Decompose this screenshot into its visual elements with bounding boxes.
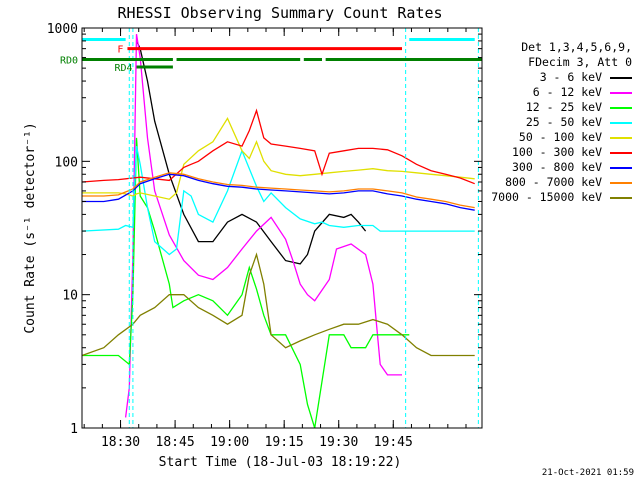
plot-area: F RD0 RD4 (60, 28, 482, 429)
legend-label: 50 - 100 keV (518, 130, 602, 144)
series-line-7 (82, 172, 475, 209)
y-axis-label: Count Rate (s⁻¹ detector⁻¹) (23, 122, 38, 333)
legend-rows: 3 - 6 keV 6 - 12 keV 12 - 25 keV 25 - 50 ke… (491, 70, 632, 205)
y-tick-label: 100 (55, 155, 78, 170)
x-tick-label: 18:30 (101, 435, 140, 450)
legend-entry: 50 - 100 keV (491, 130, 632, 145)
legend-header-1: Det 1,3,4,5,6,9, (521, 40, 632, 54)
legend-entry: 6 - 12 keV (491, 85, 632, 100)
legend-swatch (610, 106, 632, 109)
legend-label: 3 - 6 keV (539, 70, 602, 84)
chart-title: RHESSI Observing Summary Count Rates (117, 4, 442, 22)
legend-label: 6 - 12 keV (532, 85, 602, 99)
legend-swatch (610, 136, 632, 139)
legend-swatch (610, 91, 632, 94)
legend-entry: 300 - 800 keV (491, 160, 632, 175)
timestamp: 21-Oct-2021 01:59 (541, 468, 634, 478)
legend-entry: 800 - 7000 keV (491, 175, 632, 190)
x-tick-label: 19:00 (210, 435, 249, 450)
flag-label-7: RD4 (114, 63, 132, 74)
legend-swatch (610, 196, 632, 199)
x-tick-label: 19:45 (374, 435, 413, 450)
y-tick-label: 1 (70, 422, 78, 437)
series-line-2 (82, 137, 410, 429)
legend-entry: 3 - 6 keV (491, 70, 632, 85)
series-line-5 (81, 108, 475, 185)
legend-swatch (610, 181, 632, 184)
legend-entry: 100 - 300 keV (491, 145, 632, 160)
legend-label: 7000 - 15000 keV (491, 190, 602, 204)
legend-swatch (610, 166, 632, 169)
legend-label: 300 - 800 keV (511, 160, 602, 174)
x-tick-label: 19:30 (319, 435, 358, 450)
legend-label: 25 - 50 keV (525, 115, 602, 129)
flag-label-3: RD0 (60, 56, 78, 67)
plot-frame (81, 27, 483, 429)
legend-entry: 12 - 25 keV (491, 100, 632, 115)
series-line-3 (81, 145, 475, 256)
legend-swatch (610, 76, 632, 79)
legend-entry: 25 - 50 keV (491, 115, 632, 130)
series-line-6 (82, 173, 475, 211)
legend-entry: 7000 - 15000 keV (491, 190, 632, 205)
series-line-0 (135, 40, 367, 265)
y-tick-label: 10 (62, 289, 78, 304)
series-line-8 (81, 252, 475, 357)
legend-swatch (610, 151, 632, 154)
series-line-4 (82, 117, 475, 200)
legend-label: 12 - 25 keV (525, 100, 602, 114)
series-line-1 (124, 33, 402, 418)
legend-swatch (610, 121, 632, 124)
x-axis-label: Start Time (18-Jul-03 18:19:22) (159, 455, 402, 470)
y-tick-label: 1000 (47, 22, 78, 37)
legend-header-2: FDecim 3, Att 0 (528, 55, 632, 69)
legend: Det 1,3,4,5,6,9, FDecim 3, Att 0 3 - 6 k… (491, 40, 632, 205)
legend-label: 800 - 7000 keV (505, 175, 602, 189)
legend-label: 100 - 300 keV (511, 145, 602, 159)
axes: 1 10 100 1000 18:30 18:45 19:00 19:15 19:30 19:45 (47, 22, 482, 450)
x-tick-label: 18:45 (156, 435, 195, 450)
x-tick-label: 19:15 (265, 435, 304, 450)
flag-label-2: F (117, 45, 123, 56)
